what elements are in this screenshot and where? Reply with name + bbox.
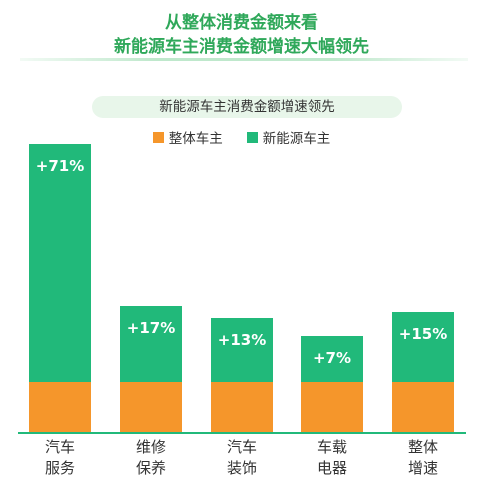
bar-nev-1 bbox=[120, 306, 182, 382]
x-tick-label-3-1: 电器 bbox=[317, 459, 347, 477]
x-tick-label-1-1: 保养 bbox=[136, 459, 166, 477]
legend-label-overall: 整体车主 bbox=[168, 131, 223, 147]
bar-overall-2 bbox=[211, 382, 273, 432]
bar-overall-3 bbox=[301, 382, 363, 432]
x-tick-label-2-0: 汽车 bbox=[227, 438, 257, 456]
data-label-0: +71% bbox=[36, 157, 84, 175]
bar-overall-1 bbox=[120, 382, 182, 432]
chart-title-line-1: 从整体消费金额来看 bbox=[165, 13, 318, 33]
x-tick-label-4-0: 整体 bbox=[408, 438, 438, 456]
chart-subtitle: 新能源车主消费金额增速领先 bbox=[92, 96, 402, 118]
chart-legend: 整体车主 新能源车主 bbox=[0, 127, 483, 147]
data-label-3: +7% bbox=[313, 349, 351, 367]
bar-overall-4 bbox=[392, 382, 454, 432]
legend-swatch-nev bbox=[246, 131, 258, 143]
bar-nev-0 bbox=[29, 144, 91, 382]
x-tick-label-0-1: 服务 bbox=[45, 459, 75, 477]
x-tick-label-3-0: 车载 bbox=[317, 438, 347, 456]
bar-nev-4 bbox=[392, 312, 454, 382]
x-tick-label-2-1: 装饰 bbox=[227, 459, 257, 477]
legend-item-nev: 新能源车主 bbox=[246, 127, 331, 147]
chart-title-line-2: 新能源车主消费金额增速大幅领先 bbox=[114, 37, 369, 57]
data-label-1: +17% bbox=[127, 319, 175, 337]
legend-label-nev: 新能源车主 bbox=[262, 131, 331, 147]
legend-swatch-overall bbox=[152, 131, 164, 143]
title-divider bbox=[20, 58, 468, 61]
x-tick-label-1-0: 维修 bbox=[136, 438, 166, 456]
x-tick-label-4-1: 增速 bbox=[408, 459, 438, 477]
bar-overall-0 bbox=[29, 382, 91, 432]
data-label-4: +15% bbox=[399, 325, 447, 343]
x-tick-label-0-0: 汽车 bbox=[45, 438, 75, 456]
bar-nev-3 bbox=[301, 336, 363, 382]
legend-item-overall: 整体车主 bbox=[152, 127, 223, 147]
data-label-2: +13% bbox=[218, 331, 266, 349]
bar-nev-2 bbox=[211, 318, 273, 382]
